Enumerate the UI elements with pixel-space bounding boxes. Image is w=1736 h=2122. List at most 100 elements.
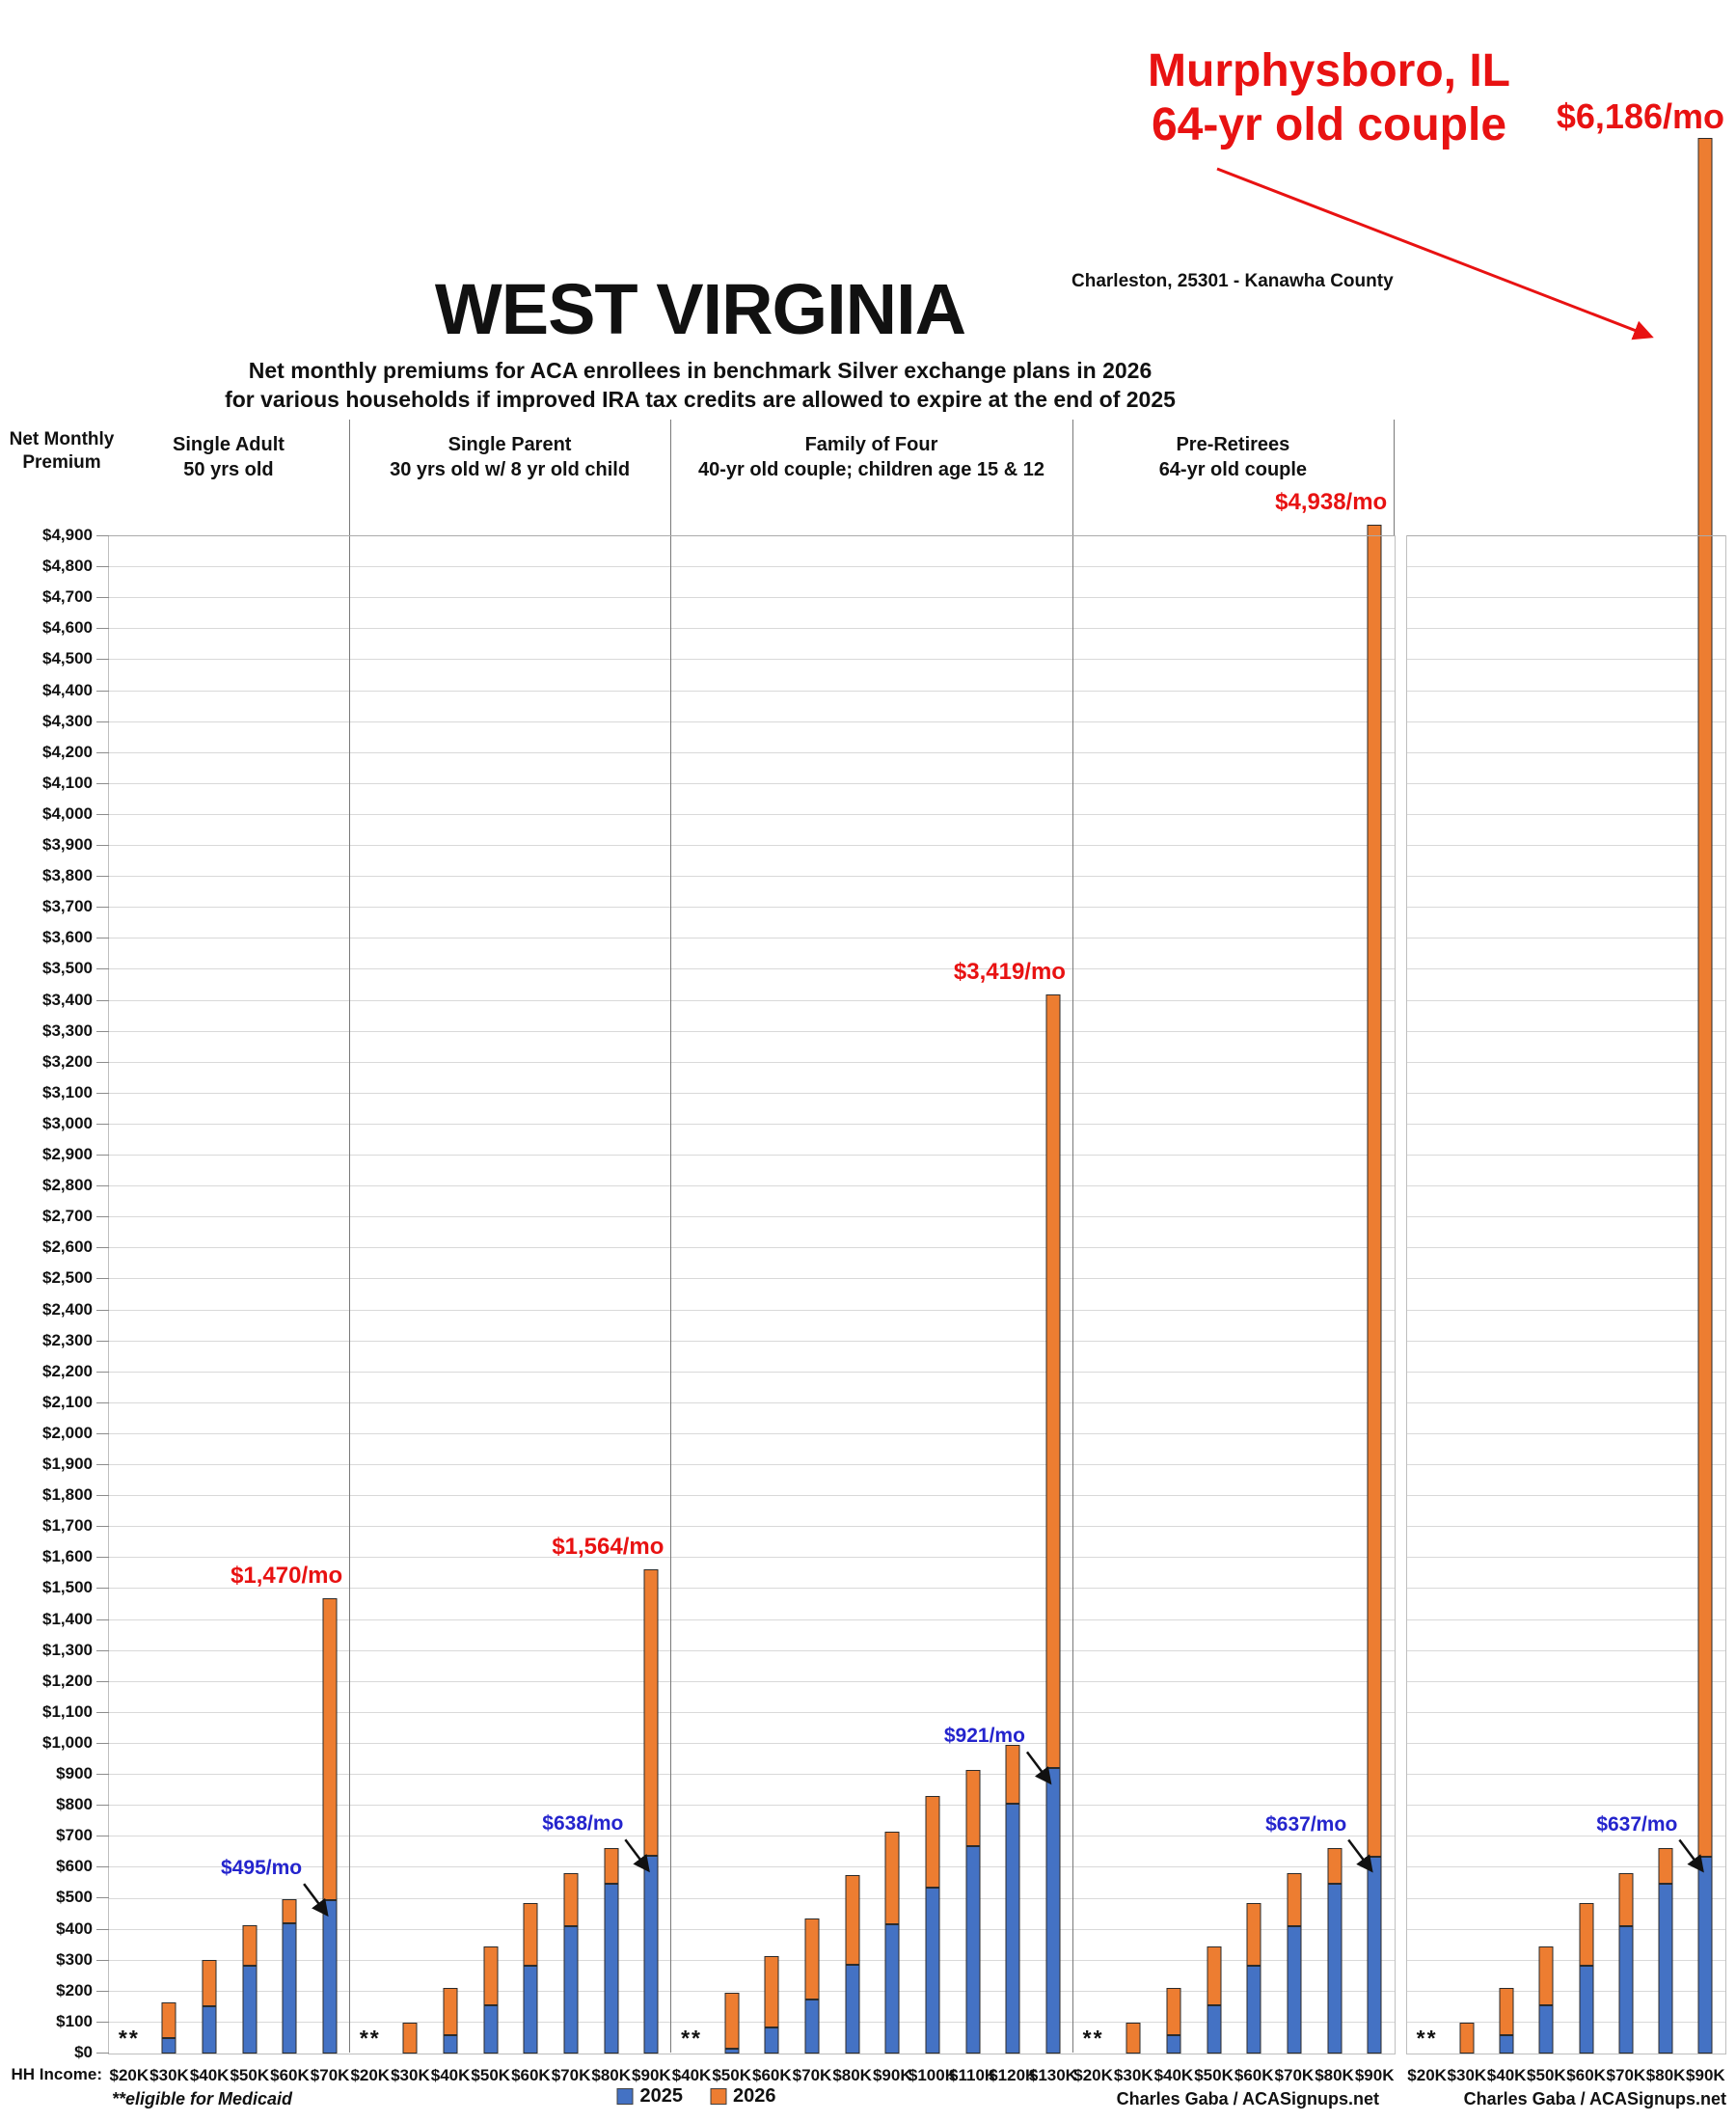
bar (845, 1875, 860, 2054)
y-tick-label: $3,000 (42, 1113, 93, 1132)
bar-segment-2025 (202, 2006, 217, 2054)
bar-slot: $60K (511, 536, 552, 2084)
y-tick-label: $3,600 (42, 928, 93, 947)
bar-segment-2026 (1618, 1873, 1634, 1926)
bar-slot: $80K (1646, 536, 1686, 2084)
bar-segment-2026 (1207, 1946, 1222, 2005)
y-tick-label: $4,400 (42, 680, 93, 699)
y-tick-mark (96, 659, 109, 661)
bar-slot: $70K (1274, 536, 1315, 2084)
gridline (1407, 1774, 1725, 1776)
bar-segment-2026 (202, 1960, 217, 2006)
bar-segment-2026 (1166, 1988, 1181, 2035)
legend: 2025 2026 (616, 2085, 776, 2108)
gridline (1407, 1711, 1725, 1713)
y-tick-mark (96, 1805, 109, 1807)
annotation-2026: $3,419/mo (953, 959, 1066, 986)
bar-segment-2025 (1166, 2035, 1181, 2054)
bar-segment-2025 (764, 2027, 779, 2054)
x-tick-label: $80K (591, 2066, 632, 2084)
hh-income-label: HH Income: (11, 2065, 102, 2083)
y-tick-mark (96, 1557, 109, 1559)
bar-segment-2025 (161, 2038, 176, 2054)
subtitle-line2: for various households if improved IRA t… (225, 387, 1176, 412)
bar (1579, 1903, 1594, 2054)
bar-slot: $60K (752, 536, 793, 2084)
group-separator (1394, 420, 1395, 535)
bar (161, 2002, 176, 2054)
y-tick-label: $1,000 (42, 1732, 93, 1752)
bar-slot: $80K (1315, 536, 1355, 2084)
y-tick-label: $1,100 (42, 1701, 93, 1721)
bar-segment-2026 (282, 1899, 297, 1923)
gridline (1407, 1432, 1725, 1434)
bar-slot: $60K (1566, 536, 1606, 2084)
x-tick-label: $40K (189, 2066, 230, 2084)
y-tick-label: $4,700 (42, 587, 93, 607)
x-tick-label: $110K (949, 2066, 997, 2084)
x-tick-label: $50K (471, 2066, 511, 2084)
x-tick-label: $80K (1645, 2066, 1686, 2084)
bar-segment-2025 (884, 1924, 900, 2054)
bar-segment-2025 (845, 1965, 860, 2054)
gridline (109, 1805, 1395, 1807)
x-tick-label: $70K (1606, 2066, 1646, 2084)
credit-main: Charles Gaba / ACASignups.net (1116, 2089, 1379, 2108)
bar-slot: $90K (872, 536, 912, 2084)
y-tick-mark (96, 2021, 109, 2023)
gridline (1407, 1619, 1725, 1620)
y-tick-mark (96, 782, 109, 784)
y-tick-mark (96, 1649, 109, 1651)
y-tick-label: $900 (56, 1764, 93, 1783)
gridline (1407, 1216, 1725, 1218)
gridline (1407, 876, 1725, 878)
gridline (1407, 1866, 1725, 1868)
bar (604, 1848, 619, 2054)
bar (1499, 1988, 1514, 2054)
gridline (109, 690, 1395, 692)
y-tick-label: $400 (56, 1918, 93, 1938)
bar-segment-2026 (1287, 1873, 1302, 1926)
bar-segment-2025 (443, 2035, 458, 2054)
x-tick-label: $30K (1113, 2066, 1153, 2084)
gridline (109, 1061, 1395, 1063)
bar-slot: $20K ** (1073, 536, 1114, 2084)
gridline (109, 938, 1395, 939)
gridline (1407, 1247, 1725, 1249)
gridline (109, 1928, 1395, 1930)
x-tick-label: $20K (1407, 2066, 1447, 2084)
bar-segment-2026 (764, 1956, 779, 2027)
y-tick-mark (96, 597, 109, 599)
bar (523, 1903, 538, 2054)
bar-segment-2025 (1207, 2005, 1222, 2054)
bar-segment-2025 (1579, 1966, 1594, 2054)
bar-slot: $90K (1354, 525, 1395, 2084)
bar-segment-2025 (1287, 1926, 1302, 2054)
x-tick-label: $90K (1686, 2066, 1725, 2084)
bar-segment-2025 (1538, 2005, 1554, 2054)
medicaid-marker: ** (1416, 2026, 1438, 2051)
bar-segment-2026 (242, 1925, 258, 1966)
medicaid-marker: ** (1082, 2026, 1104, 2051)
y-tick-label: $3,200 (42, 1051, 93, 1071)
gridline (109, 1123, 1395, 1125)
gridline (1407, 1959, 1725, 1961)
y-tick-label: $2,200 (42, 1361, 93, 1380)
gridline (109, 721, 1395, 722)
gridline (1407, 1371, 1725, 1373)
y-tick-label: $2,500 (42, 1268, 93, 1288)
gridline (109, 1557, 1395, 1559)
y-tick-mark (96, 1588, 109, 1590)
y-tick-mark (96, 1155, 109, 1156)
gridline (1407, 751, 1725, 753)
bar-slot: $50K (230, 536, 270, 2084)
bar-segment-2025 (925, 1888, 940, 2054)
gridline (1407, 1464, 1725, 1466)
gridline (1407, 1155, 1725, 1156)
y-tick-label: $4,100 (42, 773, 93, 792)
bar (483, 1946, 499, 2054)
gridline (1407, 1588, 1725, 1590)
y-tick-mark (96, 1185, 109, 1187)
gridline (1407, 1030, 1725, 1032)
bar-segment-2026 (1658, 1848, 1673, 1884)
